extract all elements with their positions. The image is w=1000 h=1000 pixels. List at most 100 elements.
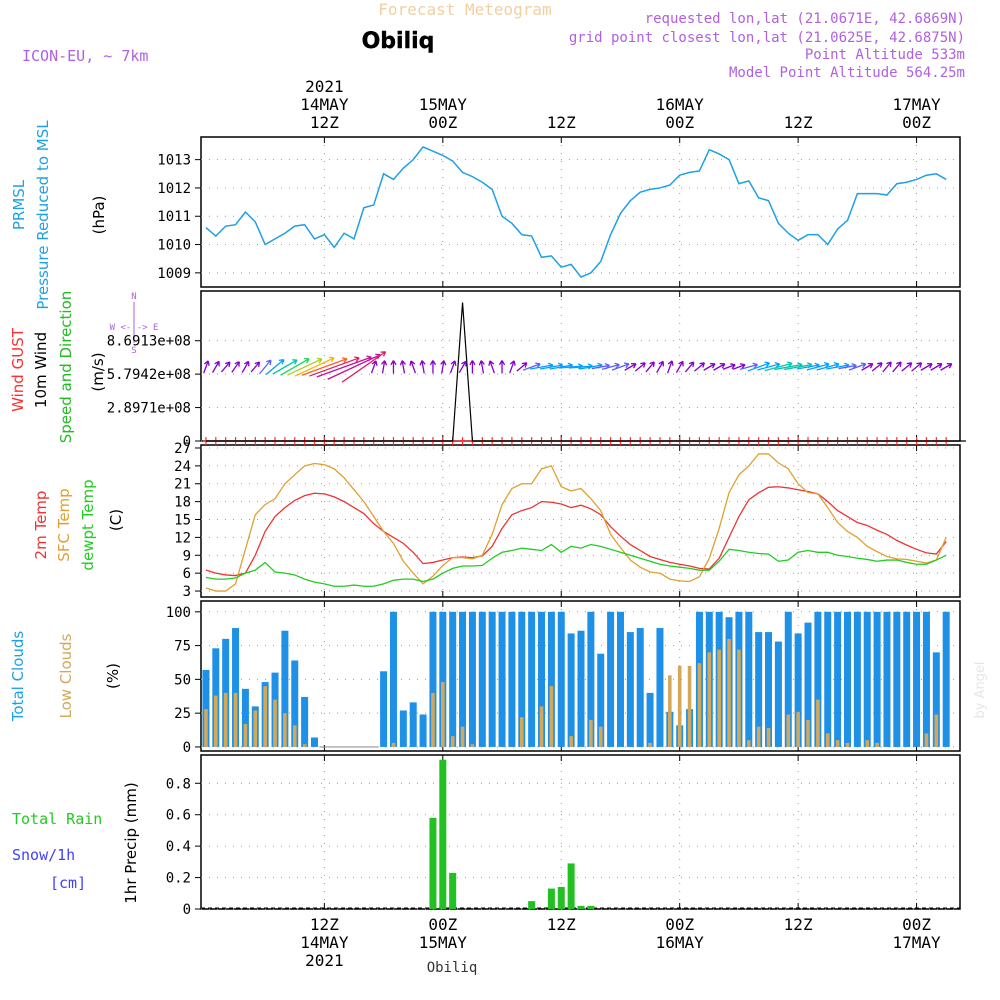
wind-arrow <box>203 360 210 374</box>
wind-arrow <box>265 358 285 375</box>
panels: 1009101010111012101302.8971e+085.7942e+0… <box>107 136 966 918</box>
prmsl-label: PRMSL <box>10 179 28 230</box>
dewpt-label: dewpt Temp <box>79 479 97 570</box>
model-altitude: Model Point Altitude 564.25m <box>729 65 965 81</box>
total-rain-label: Total Rain <box>12 810 102 828</box>
total-cloud-bar <box>202 669 210 747</box>
watermark: by Angel <box>973 661 988 718</box>
total-cloud-bar <box>389 611 397 747</box>
total-cloud-bar <box>301 696 309 747</box>
temp-unit: (C) <box>107 509 125 531</box>
low-cloud-bar <box>865 740 870 747</box>
wind-arrow <box>478 360 485 374</box>
total-cloud-bar <box>488 611 496 747</box>
low-cloud-bar <box>450 736 455 747</box>
top-hour-label: 12Z <box>784 113 813 132</box>
wind-arrow <box>250 361 261 373</box>
wind-arrow <box>920 363 933 371</box>
bottom-hour-label: 12Z <box>310 915 339 934</box>
bottom-date-label: 15MAY <box>419 933 468 952</box>
total-cloud-bar <box>567 633 575 747</box>
total-cloud-bar <box>311 737 319 747</box>
total-cloud-bar <box>893 611 901 747</box>
bottom-hour-label: 00Z <box>428 915 457 934</box>
y-tick-label: 8.6913e+08 <box>107 334 191 350</box>
low-cloud-bar <box>539 706 544 747</box>
wind-arrow <box>901 362 913 372</box>
wind-arrow <box>611 362 630 371</box>
total-cloud-bar <box>449 611 457 747</box>
bottom-date-label: 16MAY <box>656 933 705 952</box>
low-cloud-bar <box>697 663 702 747</box>
y-tick-label: 0.4 <box>166 839 191 855</box>
gridpoint-coords: grid point closest lon,lat (21.0625E, 42… <box>569 30 965 46</box>
total-cloud-bar <box>784 611 792 747</box>
wind-dir-label: Speed and Direction <box>57 291 75 444</box>
total-cloud-bar <box>745 611 753 747</box>
wind-arrow <box>848 362 867 371</box>
wind-arrow <box>294 356 335 377</box>
y-tick-label: 50 <box>174 672 191 688</box>
low-cloud-bar <box>727 638 731 747</box>
low-cloud-bar <box>283 713 287 747</box>
total-cloud-bar <box>646 692 654 747</box>
y-tick-label: 3 <box>183 584 191 600</box>
total-cloud-bar <box>478 611 486 747</box>
total-cloud-bar <box>468 611 476 747</box>
total-cloud-bar <box>547 611 555 747</box>
low-cloud-bar <box>214 695 218 747</box>
total-cloud-bar <box>587 611 595 747</box>
total-cloud-bar <box>755 632 763 747</box>
total-cloud-bar <box>380 671 388 747</box>
top-date-label: 15MAY <box>419 95 468 114</box>
rain-bar <box>449 872 457 909</box>
total-cloud-bar <box>814 611 822 747</box>
y-tick-label: 75 <box>174 639 191 655</box>
bottom-date-label: 14MAY <box>300 933 349 952</box>
wind-arrow <box>341 351 387 383</box>
t2m-label: 2m Temp <box>32 491 50 560</box>
low-cloud-bar <box>302 744 307 747</box>
prmsl-line <box>205 145 947 279</box>
t2m-line <box>205 486 947 577</box>
y-tick-label: 1010 <box>157 238 191 254</box>
total-cloud-bar <box>873 611 881 747</box>
total-cloud-bar <box>409 702 417 747</box>
snow-label: Snow/1h <box>12 846 75 864</box>
cloud-labels: Total Clouds Low Clouds (%) <box>9 631 122 723</box>
bottom-hour-label: 00Z <box>902 915 931 934</box>
wind-arrow <box>241 360 250 373</box>
top-hour-label: 12Z <box>310 113 339 132</box>
wind-arrow <box>940 363 953 371</box>
y-tick-label: 12 <box>174 530 191 546</box>
total-cloud-bar <box>508 611 516 747</box>
total-cloud-bar <box>538 611 546 747</box>
precip-unit: 1hr Precip (mm) <box>122 782 140 903</box>
total-cloud-bar <box>616 611 624 747</box>
rain-bar <box>547 888 555 909</box>
y-tick-label: 1013 <box>157 153 191 169</box>
low-cloud-bar <box>668 675 672 747</box>
low-cloud-bar <box>796 711 800 747</box>
wind-arrow <box>458 360 467 373</box>
rain-bar <box>439 759 447 909</box>
low-cloud-bar <box>549 686 554 747</box>
pressure-labels: PRMSL Pressure Reduced to MSL (hPa) <box>10 120 108 310</box>
low-cloud-bar <box>875 742 879 747</box>
wind-arrow <box>930 363 943 371</box>
total-cloud-bar <box>656 628 664 747</box>
total-cloud-bar <box>439 611 447 747</box>
low-cloud-bar <box>519 717 524 747</box>
wind-arrow <box>280 358 310 376</box>
top-date-label: 16MAY <box>656 95 705 114</box>
total-cloud-bar <box>419 714 427 747</box>
wind-10m-line <box>205 302 966 442</box>
y-tick-label: 0.2 <box>166 871 191 887</box>
wind-arrow <box>211 360 220 373</box>
wind-arrow <box>220 361 231 373</box>
wind-arrow <box>601 362 620 370</box>
